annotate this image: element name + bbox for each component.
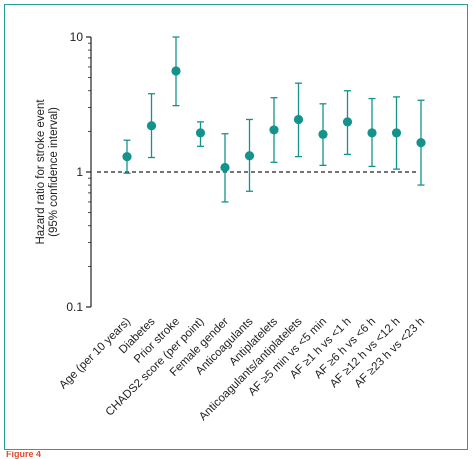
y-axis-label-line: Hazard ratio for stroke event (35, 99, 47, 245)
point-marker (391, 128, 402, 138)
y-tick-label: 0.1 (66, 300, 83, 314)
point-marker (367, 128, 377, 138)
point-marker (220, 162, 230, 173)
point-marker (244, 151, 255, 161)
figure-caption: Figure 4 (4, 451, 468, 459)
point-marker (171, 66, 181, 76)
point-marker (293, 114, 304, 125)
point-marker (195, 128, 206, 138)
point-marker (122, 152, 132, 162)
point-marker (146, 121, 157, 131)
figure-frame (4, 4, 468, 450)
point-marker (318, 129, 328, 139)
point-marker (342, 117, 353, 127)
y-axis-label-line: (95% confidence interval) (48, 107, 60, 237)
y-tick-label: 1 (76, 165, 83, 179)
y-axis: 10 1 0.1 (66, 30, 92, 314)
data-marks (122, 36, 426, 203)
y-tick-label: 10 (70, 30, 84, 44)
point-marker (416, 138, 426, 148)
y-axis-label: Hazard ratio for stroke event (95% confid… (35, 99, 60, 245)
point-marker (269, 125, 279, 135)
caption-figure-label: Figure 4 (6, 451, 42, 459)
